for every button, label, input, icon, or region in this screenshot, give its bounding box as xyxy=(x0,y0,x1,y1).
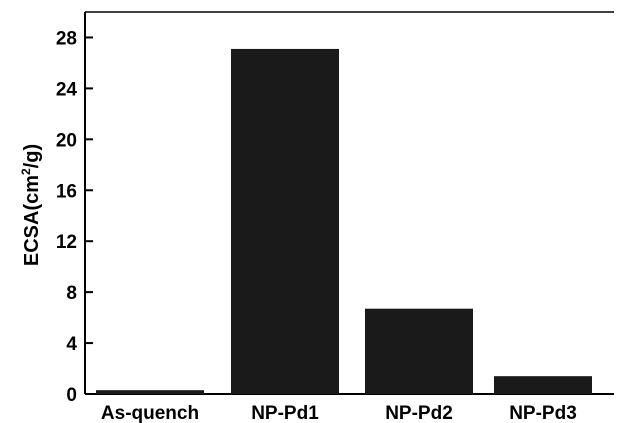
y-ticks: 0 4 8 12 16 20 24 28 xyxy=(56,28,93,406)
bar-np-pd1 xyxy=(231,48,339,394)
bar-np-pd3 xyxy=(494,376,592,394)
bars xyxy=(96,48,592,394)
x-tick-label: NP-Pd2 xyxy=(385,403,453,423)
bar-as-quench xyxy=(96,390,204,394)
y-tick-label: 12 xyxy=(56,232,77,253)
axes xyxy=(84,11,614,395)
y-tick-label: 28 xyxy=(56,28,77,49)
x-tick-label: NP-Pd1 xyxy=(251,403,319,423)
y-tick-label: 16 xyxy=(56,181,77,202)
y-tick-label: 0 xyxy=(66,385,77,406)
y-tick-label: 4 xyxy=(66,334,77,355)
bar-np-pd2 xyxy=(365,308,473,394)
y-tick-label: 24 xyxy=(56,79,78,100)
y-tick-label: 20 xyxy=(56,130,77,151)
y-axis-label: ECSA(cm2/g) xyxy=(19,144,43,266)
x-tick-label: As-quench xyxy=(101,403,199,423)
x-tick-label: NP-Pd3 xyxy=(509,403,577,423)
x-tick-labels: As-quench NP-Pd1 NP-Pd2 NP-Pd3 xyxy=(101,403,577,423)
y-tick-label: 8 xyxy=(66,283,77,304)
